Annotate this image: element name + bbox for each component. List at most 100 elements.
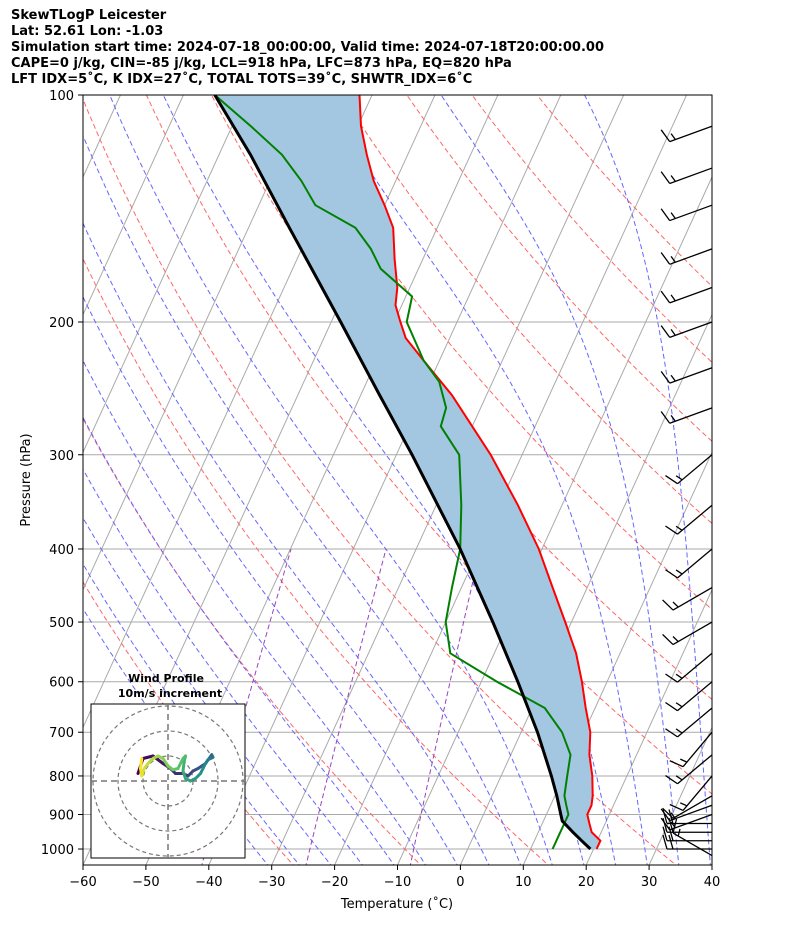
wind-barb: [660, 321, 713, 338]
hodograph-title: Wind Profile: [128, 672, 204, 685]
wind-barb: [669, 731, 713, 768]
dry-adiabat-line: [83, 417, 422, 865]
y-tick-label: 600: [49, 676, 74, 691]
moist-adiabat-line: [109, 95, 553, 865]
isotherm-line: [83, 95, 184, 316]
parcel-path-line: [213, 95, 592, 851]
dewpoint-line: [214, 95, 572, 850]
cin-shading: [214, 95, 601, 849]
wind-barb: [660, 813, 713, 831]
wind-barb: [665, 548, 713, 579]
wind-barb: [660, 167, 713, 185]
hodograph-trace-segment: [139, 757, 144, 770]
x-tick-label: −10: [384, 875, 411, 890]
wind-barb: [665, 504, 713, 535]
moist-adiabat-line: [83, 516, 332, 865]
isotherm-line: [585, 588, 712, 865]
stability-indices-2: LFT IDX=5˚C, K IDX=27˚C, TOTAL TOTS=39˚C…: [11, 72, 473, 87]
x-tick-label: 10: [515, 875, 532, 890]
wind-barb: [662, 621, 713, 646]
wind-barb: [662, 795, 713, 819]
isotherm-line: [83, 95, 310, 592]
mixing-ratio-line: [409, 548, 481, 865]
hodograph-subtitle: 10m/s increment: [118, 687, 222, 700]
x-tick-label: 0: [456, 875, 464, 890]
isotherm-line: [334, 95, 688, 865]
station-coordinates: Lat: 52.61 Lon: -1.03: [11, 24, 164, 39]
wind-barb: [660, 204, 713, 222]
wind-barb: [665, 754, 713, 785]
y-tick-label: 800: [49, 770, 74, 785]
wind-barb: [665, 681, 713, 712]
moist-adiabat-line: [83, 134, 522, 865]
x-tick-label: −50: [132, 875, 159, 890]
isotherm-line: [711, 863, 712, 865]
simulation-times: Simulation start time: 2024-07-18_00:00:…: [11, 40, 604, 55]
station-title: SkewTLogP Leicester: [11, 8, 167, 23]
wind-barb: [662, 586, 713, 611]
sounding-profiles: [213, 95, 602, 851]
x-tick-label: −20: [321, 875, 348, 890]
isotherm-line: [459, 313, 712, 865]
y-tick-label: 900: [49, 809, 74, 824]
moist-adiabat-line: [321, 95, 648, 865]
y-tick-label: 100: [49, 89, 74, 104]
dry-adiabat-line: [83, 97, 677, 865]
dry-adiabat-line: [211, 95, 712, 701]
isotherm-line: [83, 95, 247, 454]
chart-header: SkewTLogP Leicester Lat: 52.61 Lon: -1.0…: [11, 8, 604, 88]
wind-barb: [660, 804, 713, 822]
wind-barb: [660, 367, 713, 384]
wind-barb: [669, 775, 713, 812]
wind-barb: [660, 125, 713, 143]
y-tick-label: 200: [49, 316, 74, 331]
moist-adiabat-line: [83, 295, 458, 865]
hodograph-trace-segment: [161, 757, 170, 768]
wind-barb: [665, 707, 713, 738]
isotherm-line: [208, 95, 562, 865]
x-axis-title: Temperature (˚C): [340, 896, 453, 912]
wind-barb: [665, 454, 713, 485]
wind-barb: [665, 652, 713, 683]
mixing-ratio-line: [305, 548, 387, 865]
y-tick-label: 300: [49, 449, 74, 464]
y-tick-label: 700: [49, 726, 74, 741]
hodograph-trace-segment: [176, 757, 185, 770]
hodograph-plot: [91, 704, 245, 858]
hodograph-trace-segment: [181, 759, 186, 773]
moist-adiabat-line: [83, 222, 490, 865]
temperature-line: [358, 95, 602, 850]
y-tick-label: 1000: [41, 843, 74, 858]
wind-barbs: [660, 125, 713, 857]
dry-adiabat-line: [406, 95, 712, 442]
x-tick-label: −30: [258, 875, 285, 890]
hodograph-inset: Wind Profile 10m/s increment: [90, 672, 246, 859]
dry-adiabat-line: [471, 95, 712, 363]
moist-adiabat-line: [83, 359, 427, 865]
dry-adiabat-line: [83, 581, 294, 865]
dry-adiabat-line: [83, 257, 550, 865]
x-tick-label: −40: [195, 875, 222, 890]
x-tick-label: 30: [641, 875, 658, 890]
isotherm-line: [396, 175, 712, 865]
moist-adiabat-line: [584, 95, 711, 865]
mixing-ratio-line: [201, 548, 292, 865]
y-tick-label: 400: [49, 543, 74, 558]
wind-barb: [660, 286, 713, 304]
wind-barb: [662, 834, 712, 850]
hodograph-trace-segment: [141, 754, 155, 760]
moist-adiabat-line: [83, 563, 300, 865]
x-tick-label: 40: [704, 875, 721, 890]
wind-barb: [660, 248, 713, 265]
x-tick-label: −60: [69, 875, 96, 890]
wind-barb: [672, 818, 713, 857]
x-tick-label: 20: [578, 875, 595, 890]
moist-adiabat-line: [83, 416, 395, 865]
stability-indices-1: CAPE=0 j/kg, CIN=-85 j/kg, LCL=918 hPa, …: [11, 56, 512, 71]
moist-adiabat-line: [83, 468, 363, 865]
hodograph-ring: [117, 730, 219, 832]
y-axis-title: Pressure (hPa): [19, 433, 34, 526]
y-tick-label: 500: [49, 616, 74, 631]
axes: −60 −50 −40 −30 −20 −10 0 10 20 30 40 1000 900 800 700…: [41, 89, 720, 890]
